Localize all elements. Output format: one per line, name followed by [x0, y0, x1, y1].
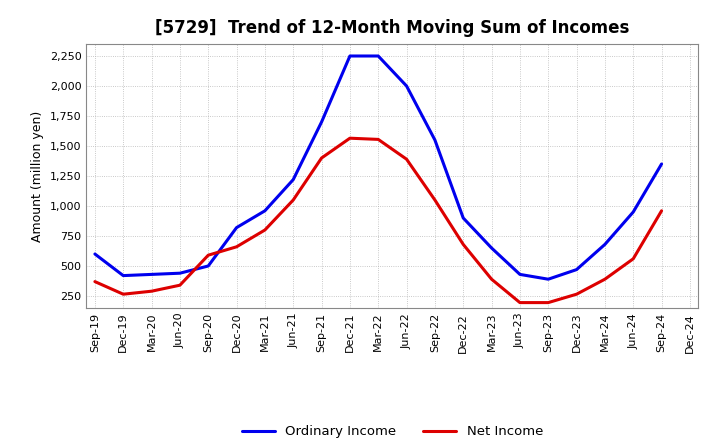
Y-axis label: Amount (million yen): Amount (million yen)	[31, 110, 44, 242]
Ordinary Income	[544, 277, 552, 282]
Net Income	[148, 289, 156, 294]
Net Income	[346, 136, 354, 141]
Net Income	[629, 256, 637, 261]
Net Income	[657, 208, 666, 213]
Net Income	[600, 277, 609, 282]
Legend: Ordinary Income, Net Income: Ordinary Income, Net Income	[242, 425, 543, 439]
Ordinary Income	[346, 53, 354, 59]
Ordinary Income	[572, 267, 581, 272]
Ordinary Income	[176, 271, 184, 276]
Net Income	[318, 155, 326, 161]
Net Income	[402, 157, 411, 162]
Net Income	[233, 244, 241, 249]
Ordinary Income	[459, 215, 467, 220]
Ordinary Income	[119, 273, 127, 278]
Ordinary Income	[374, 53, 382, 59]
Ordinary Income	[261, 208, 269, 213]
Net Income	[516, 300, 524, 305]
Net Income	[459, 242, 467, 247]
Ordinary Income	[233, 225, 241, 230]
Ordinary Income	[289, 177, 297, 182]
Title: [5729]  Trend of 12-Month Moving Sum of Incomes: [5729] Trend of 12-Month Moving Sum of I…	[156, 19, 629, 37]
Net Income	[374, 137, 382, 142]
Net Income	[119, 292, 127, 297]
Net Income	[572, 292, 581, 297]
Line: Ordinary Income: Ordinary Income	[95, 56, 662, 279]
Ordinary Income	[204, 264, 212, 269]
Net Income	[289, 198, 297, 203]
Net Income	[91, 279, 99, 284]
Net Income	[431, 198, 439, 203]
Net Income	[487, 277, 496, 282]
Ordinary Income	[318, 119, 326, 125]
Net Income	[261, 227, 269, 233]
Net Income	[204, 253, 212, 258]
Net Income	[544, 300, 552, 305]
Ordinary Income	[402, 83, 411, 88]
Ordinary Income	[148, 272, 156, 277]
Net Income	[176, 282, 184, 288]
Ordinary Income	[516, 272, 524, 277]
Ordinary Income	[657, 161, 666, 167]
Line: Net Income: Net Income	[95, 138, 662, 303]
Ordinary Income	[487, 246, 496, 251]
Ordinary Income	[91, 251, 99, 257]
Ordinary Income	[600, 242, 609, 247]
Ordinary Income	[629, 209, 637, 215]
Ordinary Income	[431, 137, 439, 143]
